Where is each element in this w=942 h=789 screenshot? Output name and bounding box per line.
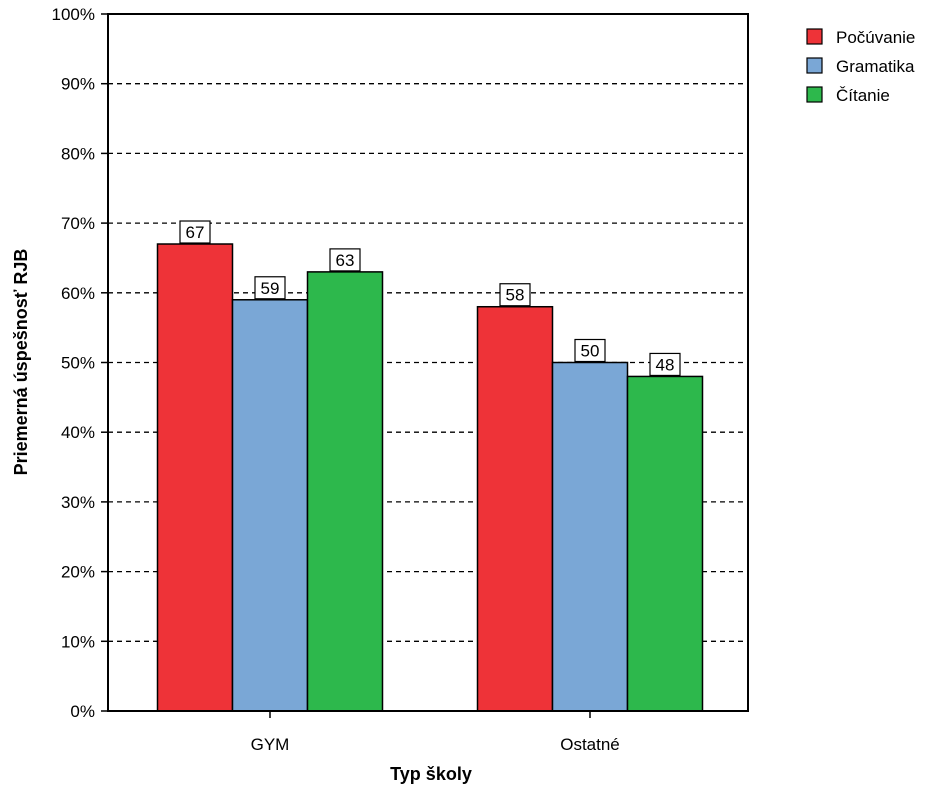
bar [551,361,629,712]
legend-swatch [806,86,823,103]
y-tick-label: 100% [52,5,95,24]
data-label-box [329,248,361,272]
legend-label: Gramatika [836,57,915,76]
data-label: 50 [581,342,600,361]
legend-label: Čítanie [836,86,890,105]
x-axis: GYM Ostatné [251,711,620,754]
y-tick-label: 50% [61,354,95,373]
y-tick-label: 0% [70,702,95,721]
legend: Počúvanie Gramatika Čítanie [806,28,915,105]
bar [231,299,309,712]
data-label: 58 [506,286,525,305]
y-tick-label: 40% [61,423,95,442]
y-axis-title: Priemerná úspešnosť RJB [11,249,31,476]
y-tick-label: 70% [61,214,95,233]
data-label: 59 [261,279,280,298]
y-tick-label: 90% [61,75,95,94]
x-tick-label: Ostatné [560,735,620,754]
data-label-box [499,283,531,307]
y-tick-label: 30% [61,493,95,512]
data-label-box [574,338,606,363]
bar [476,305,554,712]
y-axis: 0% 10% 20% 30% 40% 50% 60% 70% 80% 90% 100% [52,5,108,721]
data-label: 63 [336,251,355,270]
data-label-box [649,352,681,377]
bars [156,243,704,712]
bar [626,375,704,712]
y-tick-label: 80% [61,144,95,163]
legend-label: Počúvanie [836,28,915,47]
x-axis-title: Typ školy [390,764,472,784]
data-label: 67 [186,223,205,242]
bar [306,271,384,712]
data-labels: 67 59 63 58 50 48 [179,220,681,377]
bar [156,243,234,712]
data-label-box [254,276,286,300]
data-label: 48 [656,355,675,374]
x-tick-label: GYM [251,735,290,754]
legend-swatch [806,57,823,74]
y-tick-label: 10% [61,632,95,651]
legend-swatch [806,28,823,45]
y-tick-label: 20% [61,563,95,582]
y-tick-label: 60% [61,284,95,303]
data-label-box [179,220,211,244]
